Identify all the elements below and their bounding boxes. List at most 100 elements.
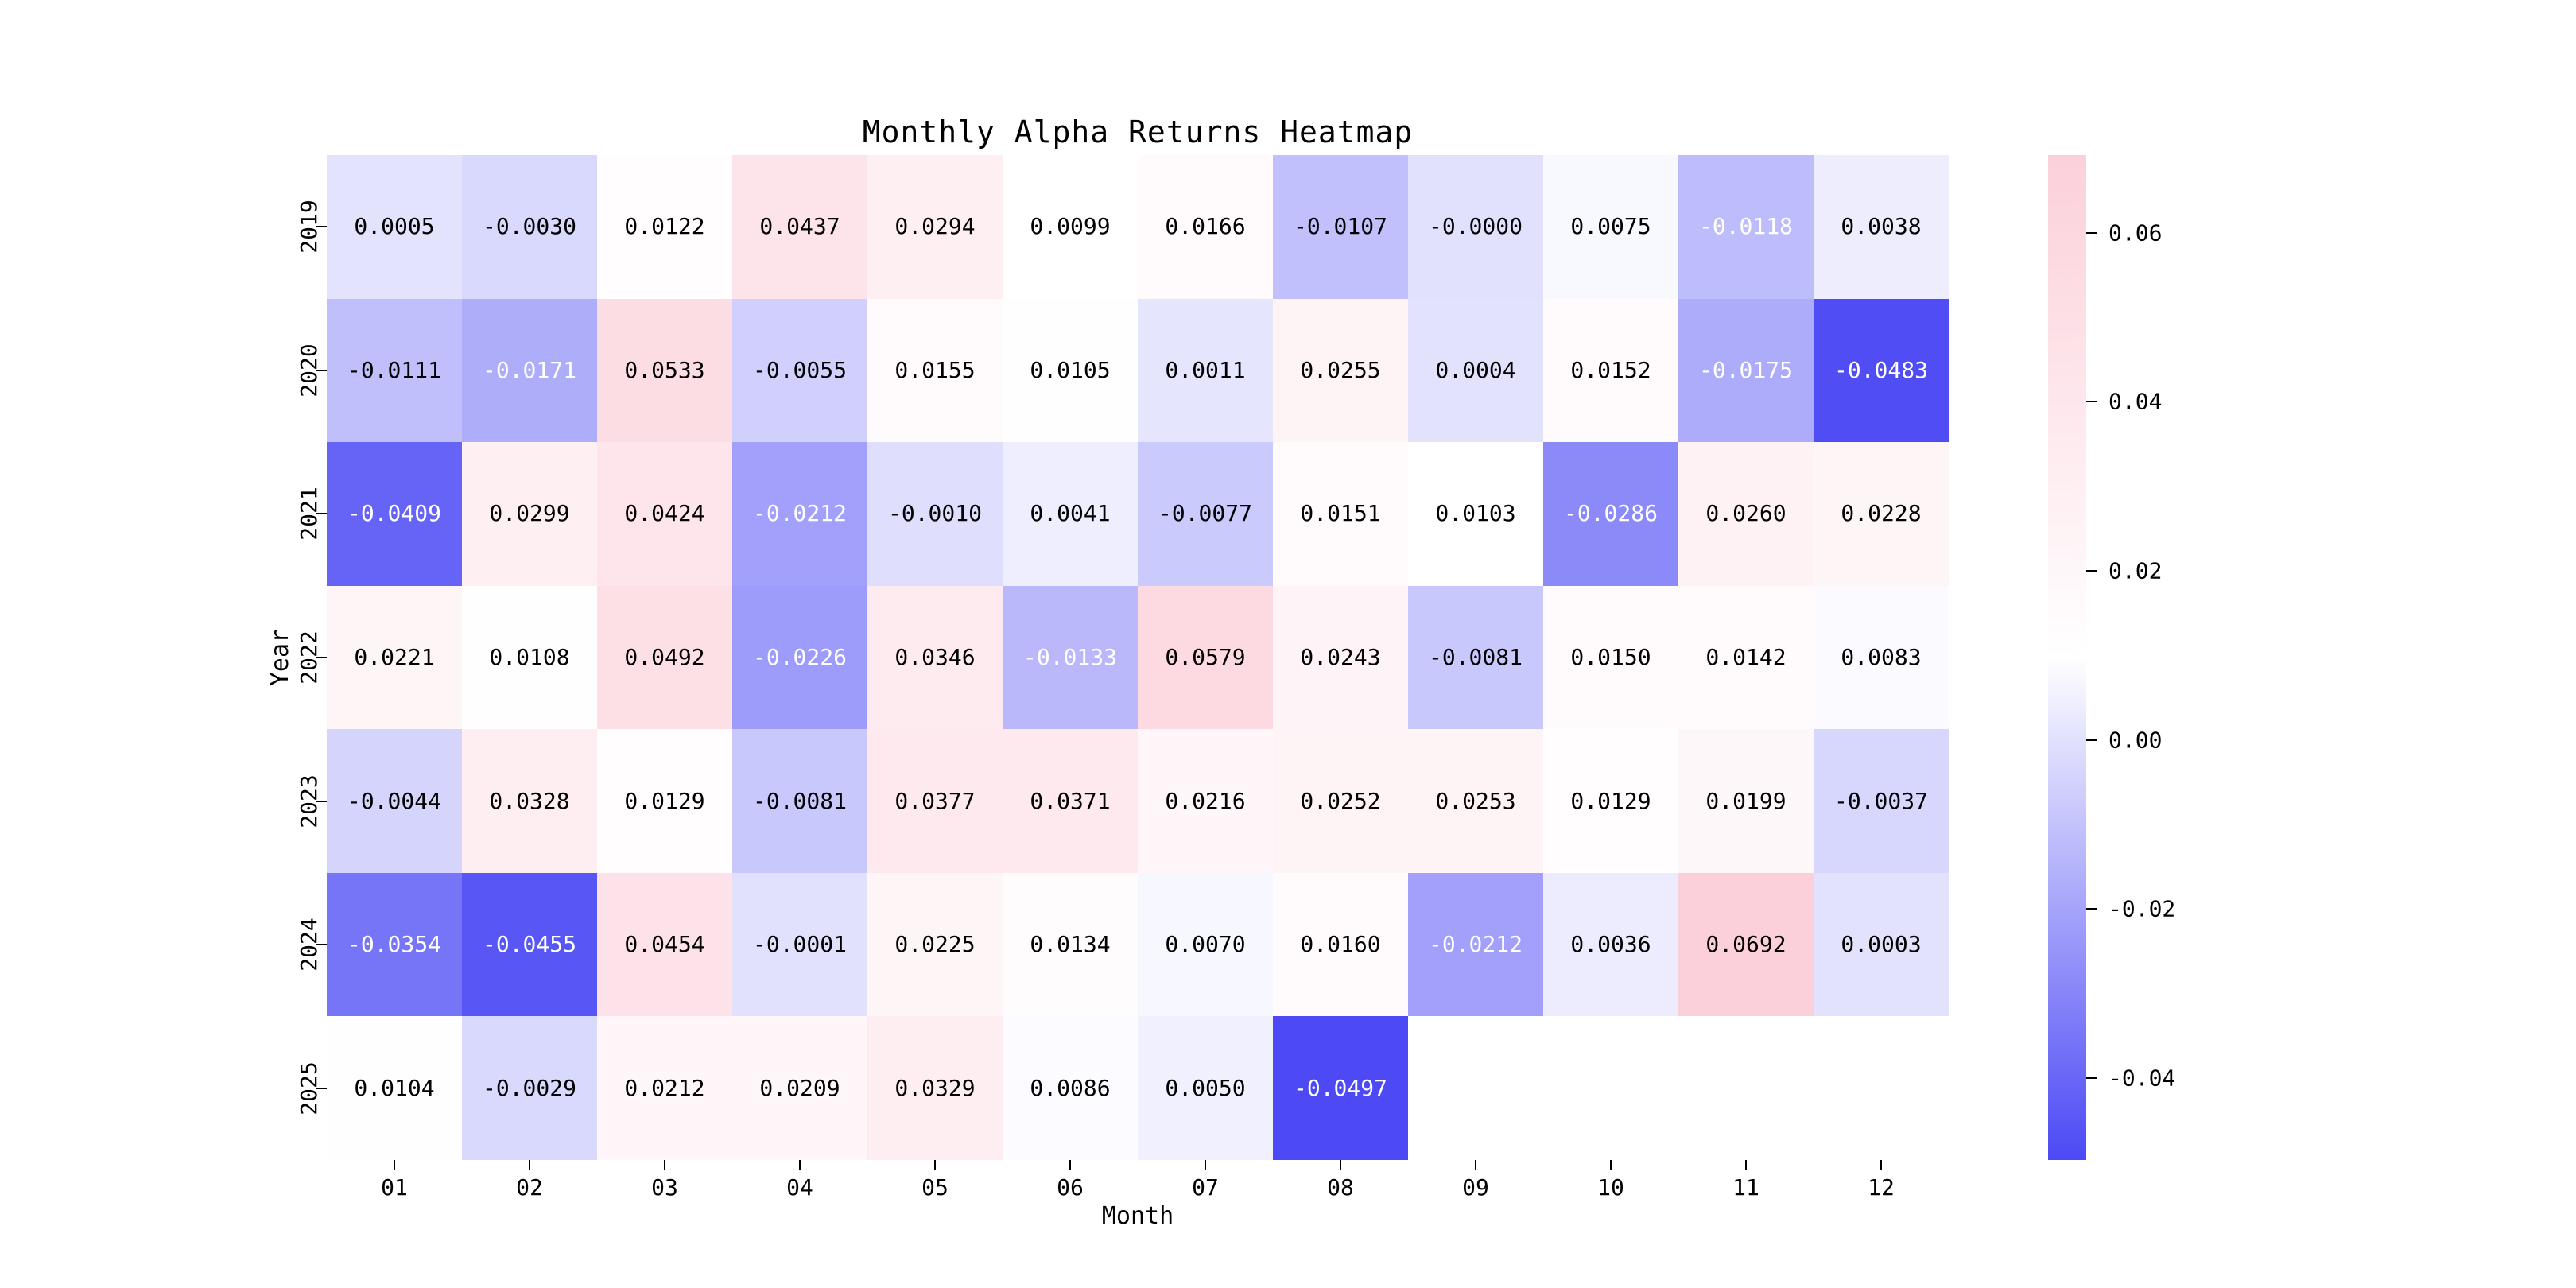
cell-2021-06: 0.0041 bbox=[1003, 442, 1138, 586]
colorbar-tick-label: 0.02 bbox=[2109, 557, 2163, 584]
cell-2023-06: 0.0371 bbox=[1003, 729, 1138, 873]
cell-2020-04: -0.0055 bbox=[732, 298, 867, 443]
x-tick-mark bbox=[1745, 1160, 1747, 1170]
cell-2019-10: 0.0075 bbox=[1543, 155, 1678, 299]
cell-2023-07: 0.0216 bbox=[1138, 729, 1273, 873]
cell-2020-12: -0.0483 bbox=[1814, 298, 1949, 443]
y-tick-mark bbox=[316, 657, 327, 658]
chart-title: Monthly Alpha Returns Heatmap bbox=[862, 114, 1414, 149]
cell-2023-03: 0.0129 bbox=[597, 729, 732, 873]
empty-cell bbox=[1408, 1016, 1543, 1160]
cell-2024-03: 0.0454 bbox=[597, 872, 732, 1017]
cell-2022-01: 0.0221 bbox=[327, 585, 462, 730]
x-tick-label: 12 bbox=[1868, 1174, 1895, 1201]
cell-2021-12: 0.0228 bbox=[1814, 442, 1949, 586]
heatmap-grid: 0.0005 -0.0030 0.0122 0.0437 0.0294 0.0099 0.0… bbox=[327, 155, 1949, 1160]
y-tick-mark bbox=[316, 1087, 327, 1089]
x-tick-label: 10 bbox=[1597, 1174, 1624, 1201]
y-tick-mark bbox=[316, 226, 327, 228]
x-tick-label: 11 bbox=[1732, 1174, 1759, 1201]
cell-2019-01: 0.0005 bbox=[327, 155, 462, 299]
colorbar-tick-mark bbox=[2086, 231, 2097, 234]
cell-2021-07: -0.0077 bbox=[1138, 442, 1273, 586]
cell-2020-07: 0.0011 bbox=[1138, 298, 1273, 443]
cell-2024-05: 0.0225 bbox=[867, 872, 1003, 1017]
empty-cell bbox=[1814, 1016, 1949, 1160]
cell-2024-09: -0.0212 bbox=[1408, 872, 1543, 1017]
cell-2020-11: -0.0175 bbox=[1678, 298, 1814, 443]
x-tick-mark bbox=[1340, 1160, 1341, 1170]
x-tick-mark bbox=[664, 1160, 665, 1170]
y-axis-label: Year bbox=[266, 628, 294, 687]
cell-2025-04: 0.0209 bbox=[732, 1016, 867, 1160]
cell-2022-08: 0.0243 bbox=[1273, 585, 1408, 730]
x-tick-mark bbox=[1069, 1160, 1071, 1170]
colorbar-tick-label: 0.00 bbox=[2109, 727, 2163, 754]
cell-2024-01: -0.0354 bbox=[327, 872, 462, 1017]
cell-2021-10: -0.0286 bbox=[1543, 442, 1678, 586]
x-tick-label: 03 bbox=[651, 1174, 678, 1201]
colorbar-tick-label: -0.04 bbox=[2109, 1065, 2176, 1092]
cell-2019-08: -0.0107 bbox=[1273, 155, 1408, 299]
cell-2022-02: 0.0108 bbox=[462, 585, 597, 730]
cell-2022-04: -0.0226 bbox=[732, 585, 867, 730]
cell-2025-08: -0.0497 bbox=[1273, 1016, 1408, 1160]
colorbar-tick-mark bbox=[2086, 739, 2097, 741]
y-tick-mark bbox=[316, 800, 327, 802]
colorbar-tick-label: 0.06 bbox=[2109, 219, 2163, 246]
x-tick-label: 06 bbox=[1057, 1174, 1084, 1201]
cell-2025-03: 0.0212 bbox=[597, 1016, 732, 1160]
cell-2020-09: 0.0004 bbox=[1408, 298, 1543, 443]
x-axis-label: Month bbox=[1101, 1202, 1174, 1230]
cell-2019-03: 0.0122 bbox=[597, 155, 732, 299]
colorbar-tick-label: 0.04 bbox=[2109, 388, 2163, 415]
cell-2024-04: -0.0001 bbox=[732, 872, 867, 1017]
y-tick-mark bbox=[316, 513, 327, 515]
cell-2023-08: 0.0252 bbox=[1273, 729, 1408, 873]
cell-2021-02: 0.0299 bbox=[462, 442, 597, 586]
cell-2023-11: 0.0199 bbox=[1678, 729, 1814, 873]
cell-2019-09: -0.0000 bbox=[1408, 155, 1543, 299]
colorbar-tick-mark bbox=[2086, 401, 2097, 403]
cell-2024-02: -0.0455 bbox=[462, 872, 597, 1017]
cell-2021-11: 0.0260 bbox=[1678, 442, 1814, 586]
cell-2022-11: 0.0142 bbox=[1678, 585, 1814, 730]
x-tick-label: 01 bbox=[381, 1174, 408, 1201]
colorbar-tick-mark bbox=[2086, 570, 2097, 572]
x-tick-mark bbox=[394, 1160, 395, 1170]
y-tick-mark bbox=[316, 369, 327, 371]
cell-2021-01: -0.0409 bbox=[327, 442, 462, 586]
cell-2020-05: 0.0155 bbox=[867, 298, 1003, 443]
x-tick-label: 09 bbox=[1462, 1174, 1489, 1201]
cell-2022-05: 0.0346 bbox=[867, 585, 1003, 730]
y-tick-label: 2022 bbox=[295, 630, 322, 685]
cell-2022-10: 0.0150 bbox=[1543, 585, 1678, 730]
x-tick-label: 04 bbox=[786, 1174, 813, 1201]
x-tick-label: 08 bbox=[1327, 1174, 1354, 1201]
x-tick-mark bbox=[1610, 1160, 1612, 1170]
x-tick-mark bbox=[934, 1160, 936, 1170]
colorbar bbox=[2048, 155, 2086, 1160]
cell-2019-04: 0.0437 bbox=[732, 155, 867, 299]
cell-2024-08: 0.0160 bbox=[1273, 872, 1408, 1017]
x-tick-mark bbox=[1880, 1160, 1882, 1170]
cell-2025-01: 0.0104 bbox=[327, 1016, 462, 1160]
y-tick-label: 2023 bbox=[295, 774, 322, 828]
empty-cell bbox=[1543, 1016, 1678, 1160]
cell-2024-11: 0.0692 bbox=[1678, 872, 1814, 1017]
cell-2023-04: -0.0081 bbox=[732, 729, 867, 873]
cell-2019-07: 0.0166 bbox=[1138, 155, 1273, 299]
y-tick-label: 2021 bbox=[295, 487, 322, 541]
cell-2023-05: 0.0377 bbox=[867, 729, 1003, 873]
y-tick-label: 2019 bbox=[295, 200, 322, 254]
cell-2020-10: 0.0152 bbox=[1543, 298, 1678, 443]
cell-2021-03: 0.0424 bbox=[597, 442, 732, 586]
y-tick-label: 2024 bbox=[295, 918, 322, 972]
cell-2019-02: -0.0030 bbox=[462, 155, 597, 299]
cell-2024-10: 0.0036 bbox=[1543, 872, 1678, 1017]
x-tick-label: 05 bbox=[921, 1174, 949, 1201]
cell-2020-03: 0.0533 bbox=[597, 298, 732, 443]
cell-2020-02: -0.0171 bbox=[462, 298, 597, 443]
cell-2020-08: 0.0255 bbox=[1273, 298, 1408, 443]
x-tick-mark bbox=[529, 1160, 530, 1170]
